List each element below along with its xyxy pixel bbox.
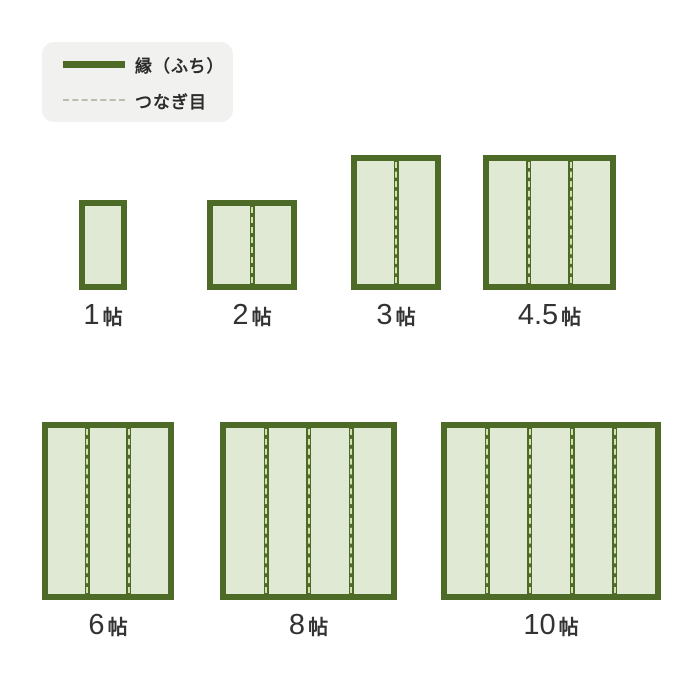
tatami-panel <box>398 161 435 284</box>
rug-panels <box>226 428 391 594</box>
tatami-panel <box>48 428 85 594</box>
rug-size-unit: 帖 <box>395 307 416 329</box>
rug-size-number: 2 <box>232 299 249 331</box>
rug-panels <box>213 206 291 284</box>
rug-size-label: 8 帖 <box>289 611 328 640</box>
tatami-panel <box>574 428 613 594</box>
rug-3jo: 3 帖 <box>351 155 441 330</box>
tatami-panel <box>489 161 526 284</box>
tatami-panel <box>573 161 610 284</box>
legend-edge-label: 縁（ふち） <box>135 56 225 76</box>
seam-line <box>306 428 311 594</box>
rug-size-label: 4.5 帖 <box>518 301 581 330</box>
rug-size-unit: 帖 <box>561 307 582 329</box>
tatami-panel <box>85 206 121 284</box>
legend-item-edge: 縁（ふち） <box>63 52 233 77</box>
rug-8jo: 8 帖 <box>220 422 397 640</box>
rug-size-label: 2 帖 <box>232 301 271 330</box>
rug-size-label: 10 帖 <box>523 611 578 640</box>
seam-line <box>527 428 532 594</box>
tatami-panel <box>268 428 306 594</box>
rug-panels <box>48 428 169 594</box>
seam-line-swatch <box>63 99 125 101</box>
tatami-panel <box>357 161 394 284</box>
rug-panels <box>85 206 121 284</box>
seam-line <box>570 428 575 594</box>
rug-panels <box>447 428 655 594</box>
rug-panels <box>489 161 610 284</box>
rug-6jo: 6 帖 <box>42 422 174 640</box>
rug-size-label: 3 帖 <box>376 301 415 330</box>
rug-size-label: 6 帖 <box>88 611 127 640</box>
legend-item-seam: つなぎ目 <box>63 88 233 113</box>
seam-line <box>485 428 490 594</box>
seam-line <box>250 206 255 284</box>
rug-size-unit: 帖 <box>251 307 272 329</box>
edge-line-swatch <box>63 60 125 68</box>
legend-seam-label: つなぎ目 <box>135 92 207 112</box>
seam-line <box>349 428 354 594</box>
tatami-panel <box>89 428 127 594</box>
seam-line <box>85 428 90 594</box>
rug-size-number: 3 <box>376 299 393 331</box>
tatami-panel <box>353 428 391 594</box>
tatami-panel <box>311 428 349 594</box>
rug-1jo: 1 帖 <box>79 200 127 330</box>
rug-size-number: 4.5 <box>517 299 559 331</box>
seam-line <box>612 428 617 594</box>
rug-size-unit: 帖 <box>308 617 329 639</box>
seam-line <box>526 161 531 284</box>
tatami-panel <box>131 428 169 594</box>
rug-10jo: 10 帖 <box>441 422 661 640</box>
rug-size-unit: 帖 <box>558 617 579 639</box>
tatami-panel <box>532 428 570 594</box>
rug-panels <box>357 161 435 284</box>
rug-size-unit: 帖 <box>102 307 123 329</box>
rug-4.5jo: 4.5 帖 <box>483 155 616 330</box>
tatami-panel <box>489 428 528 594</box>
rug-size-number: 10 <box>523 609 556 641</box>
rug-size-unit: 帖 <box>107 617 128 639</box>
tatami-panel <box>447 428 485 594</box>
rug-2jo: 2 帖 <box>207 200 297 330</box>
tatami-panel <box>254 206 291 284</box>
seam-line <box>394 161 399 284</box>
seam-line <box>126 428 131 594</box>
seam-line <box>264 428 269 594</box>
rug-size-number: 6 <box>88 609 105 641</box>
rug-size-label: 1 帖 <box>83 301 122 330</box>
legend: 縁（ふち） つなぎ目 <box>42 42 233 122</box>
tatami-panel <box>226 428 264 594</box>
seam-line <box>568 161 573 284</box>
tatami-panel <box>531 161 568 284</box>
tatami-panel <box>617 428 655 594</box>
tatami-panel <box>213 206 250 284</box>
rug-size-number: 8 <box>288 609 306 641</box>
rug-size-number: 1 <box>83 299 100 331</box>
